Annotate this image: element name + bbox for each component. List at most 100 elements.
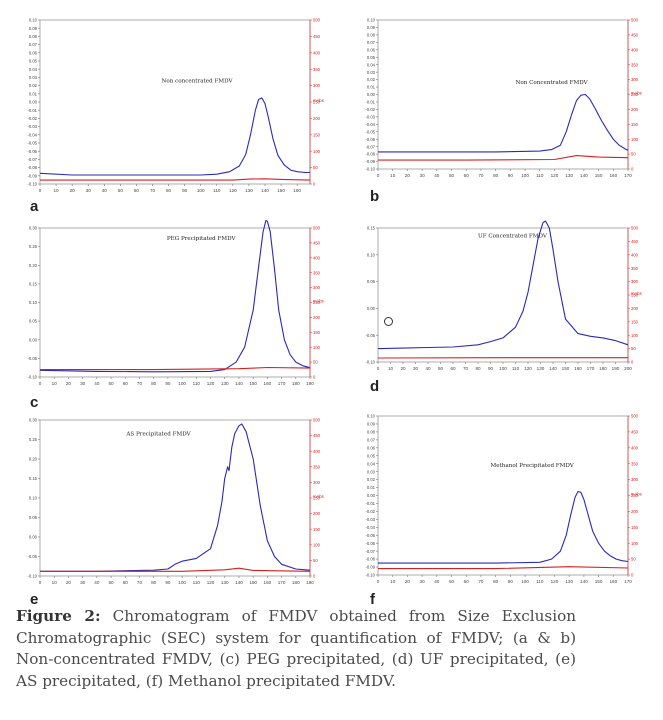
x-tick-label: 100 xyxy=(197,188,205,193)
x-tick-label: 0 xyxy=(377,579,380,584)
y-tick-label: 0.09 xyxy=(29,26,38,31)
y2-tick-label: 50 xyxy=(631,346,636,351)
chart-title: AS Precipitated FMDV xyxy=(125,432,191,438)
y-tick-label: 0.00 xyxy=(29,337,38,342)
x-tick-label: 70 xyxy=(137,580,143,585)
y-tick-label: -0.10 xyxy=(365,573,375,578)
y-tick-label: 0.10 xyxy=(29,300,38,305)
panel-label-c: c xyxy=(30,394,39,411)
x-tick-label: 180 xyxy=(292,381,300,386)
chart-panel-e: 0 10 20 30 40 50 60 70 80 90 100 110 120 130 140 150 160… xyxy=(27,418,328,590)
x-tick-label: 140 xyxy=(549,366,557,371)
x-tick-label: 10 xyxy=(52,580,58,585)
y2-tick-label: 250 xyxy=(313,496,321,501)
y-tick-label: -0.05 xyxy=(27,356,37,361)
y-tick-label: 0.15 xyxy=(29,476,38,481)
x-tick-label: 110 xyxy=(536,173,544,178)
y-tick-label: 0.20 xyxy=(29,263,38,268)
y2-tick-label: 200 xyxy=(631,107,639,112)
x-tick-label: 80 xyxy=(166,188,172,193)
y-tick-label: 0.08 xyxy=(29,34,38,39)
y2-tick-label: 300 xyxy=(313,83,321,88)
y-tick-label: 0.05 xyxy=(367,453,376,458)
x-tick-label: 20 xyxy=(405,173,411,178)
x-tick-label: 90 xyxy=(508,579,514,584)
x-tick-label: 90 xyxy=(165,381,171,386)
y-tick-label: 0.09 xyxy=(367,25,376,30)
x-tick-label: 100 xyxy=(521,173,529,178)
x-tick-label: 140 xyxy=(580,579,588,584)
y-tick-label: 0.01 xyxy=(367,485,376,490)
x-tick-label: 30 xyxy=(80,381,86,386)
x-tick-label: 100 xyxy=(178,381,186,386)
chart-panel-c: 0 10 20 30 40 50 60 70 80 90 100 110 120 130 140 150 160… xyxy=(27,219,328,391)
y2-tick-label: 250 xyxy=(313,300,321,305)
x-tick-label: 0 xyxy=(39,188,42,193)
x-tick-label: 110 xyxy=(193,381,201,386)
y-tick-label: 0.03 xyxy=(367,70,376,75)
y-tick-label: 0.05 xyxy=(367,279,376,284)
x-tick-label: 100 xyxy=(178,580,186,585)
y-tick-label: -0.07 xyxy=(365,144,375,149)
x-tick-label: 70 xyxy=(150,188,156,193)
y-tick-label: 0.10 xyxy=(29,496,38,501)
y-tick-label: -0.04 xyxy=(365,122,375,127)
x-tick-label: 30 xyxy=(86,188,92,193)
x-tick-label: 190 xyxy=(306,381,314,386)
y2-tick-label: 300 xyxy=(631,279,639,284)
y2-tick-label: 0 xyxy=(313,574,316,579)
y-tick-label: -0.10 xyxy=(365,167,375,172)
y-tick-label: 0.07 xyxy=(29,42,38,47)
y-tick-label: 0.30 xyxy=(29,226,38,231)
y2-tick-label: 500 xyxy=(631,226,639,231)
x-tick-label: 160 xyxy=(609,173,617,178)
y-tick-label: -0.09 xyxy=(365,565,375,570)
x-tick-label: 20 xyxy=(66,580,72,585)
y2-tick-label: 350 xyxy=(313,270,321,275)
x-tick-label: 170 xyxy=(278,381,286,386)
y2-tick-label: 400 xyxy=(313,255,321,260)
chart-panel-f: 0 10 20 30 40 50 60 70 80 90 100 110 120 130 140 150 160… xyxy=(365,414,646,589)
y2-tick-label: 50 xyxy=(313,360,318,365)
y-tick-label: 0.05 xyxy=(29,319,38,324)
x-tick-label: 180 xyxy=(292,580,300,585)
x-tick-label: 110 xyxy=(536,579,544,584)
y2-tick-label: 450 xyxy=(631,239,639,244)
x-tick-label: 150 xyxy=(595,173,603,178)
x-tick-label: 150 xyxy=(595,579,603,584)
x-tick-label: 90 xyxy=(165,580,171,585)
y-tick-label: 0.04 xyxy=(367,62,376,67)
x-tick-label: 100 xyxy=(499,366,507,371)
y-tick-label: 0.30 xyxy=(29,418,38,423)
x-tick-label: 140 xyxy=(261,188,269,193)
y-tick-label: 0.10 xyxy=(29,18,38,23)
panel-label-d: d xyxy=(370,378,380,395)
y-tick-label: -0.08 xyxy=(27,165,37,170)
selection-handle-icon[interactable] xyxy=(384,317,393,326)
x-tick-label: 70 xyxy=(137,381,143,386)
x-tick-label: 30 xyxy=(413,366,419,371)
y2-tick-label: 50 xyxy=(631,557,636,562)
x-tick-label: 170 xyxy=(587,366,595,371)
x-tick-label: 120 xyxy=(551,173,559,178)
x-tick-label: 140 xyxy=(580,173,588,178)
y-tick-label: -0.01 xyxy=(365,501,375,506)
y-tick-label: 0.05 xyxy=(367,55,376,60)
x-tick-label: 0 xyxy=(377,173,380,178)
y-tick-label: -0.08 xyxy=(365,152,375,157)
x-tick-label: 10 xyxy=(52,381,58,386)
y2-tick-label: 150 xyxy=(631,122,639,127)
x-tick-label: 10 xyxy=(54,188,60,193)
y-tick-label: -0.05 xyxy=(365,333,375,338)
y2-tick-label: 300 xyxy=(313,480,321,485)
y-tick-label: 0.15 xyxy=(29,281,38,286)
y2-tick-label: 150 xyxy=(313,330,321,335)
y-tick-label: -0.07 xyxy=(27,157,37,162)
y-tick-label: -0.09 xyxy=(365,159,375,164)
y2-tick-label: 300 xyxy=(631,477,639,482)
absorbance-series-line xyxy=(39,219,311,373)
x-tick-label: 140 xyxy=(235,381,243,386)
x-tick-label: 120 xyxy=(207,381,215,386)
y2-tick-label: 200 xyxy=(313,511,321,516)
y-tick-label: -0.05 xyxy=(27,141,37,146)
